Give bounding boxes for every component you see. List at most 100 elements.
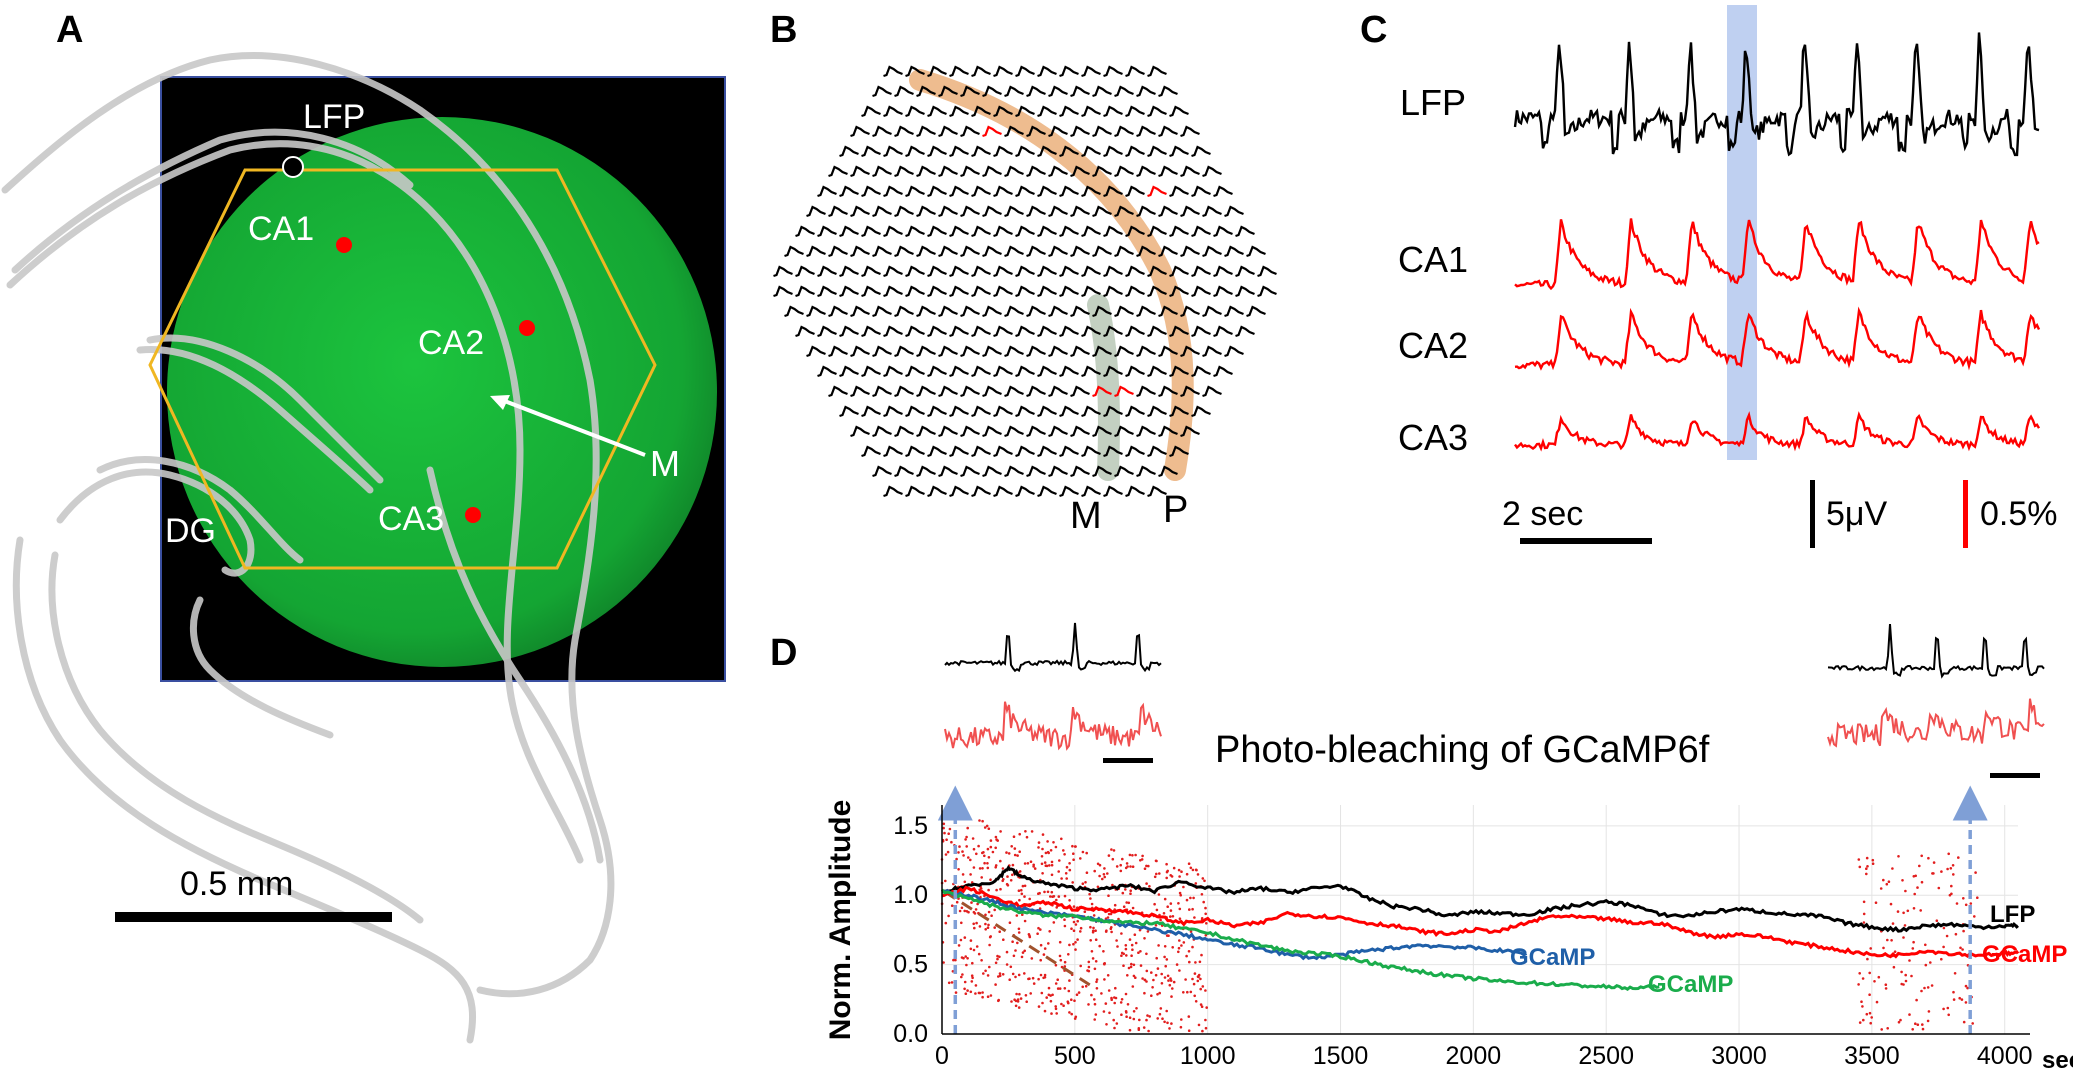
pixel-trace <box>949 285 969 298</box>
pixel-trace <box>993 325 1013 338</box>
scatter-dot <box>1137 1027 1141 1030</box>
scatter-dot <box>948 827 952 831</box>
scatter-dot <box>1901 879 1904 882</box>
pixel-trace <box>1048 305 1068 318</box>
scatter-dot <box>1015 992 1018 996</box>
scatter-dot <box>1113 996 1116 999</box>
scatter-dot <box>994 961 998 965</box>
x-tick-label: 3500 <box>1844 1042 1900 1070</box>
pixel-trace <box>1114 465 1134 478</box>
scatter-dot <box>1126 865 1129 868</box>
scatter-dot <box>1868 971 1871 975</box>
pixel-trace <box>1092 385 1112 398</box>
scatter-dot <box>1025 835 1029 839</box>
scatter-dot <box>1128 1028 1132 1032</box>
pixel-trace <box>1103 265 1123 278</box>
scatter-dot <box>1087 960 1091 964</box>
scatter-dot <box>1914 874 1917 878</box>
scatter-dot <box>1145 864 1148 868</box>
pixel-trace <box>938 305 958 318</box>
scatter-dot <box>1189 990 1193 994</box>
scatter-dot <box>986 847 990 851</box>
pixel-trace <box>949 225 969 238</box>
scatter-dot <box>1041 1001 1044 1005</box>
scatter-dot <box>1962 929 1965 933</box>
scatter-dot <box>1904 973 1907 977</box>
pixel-trace <box>1048 465 1068 478</box>
scatter-dot <box>1167 934 1170 937</box>
pixel-trace <box>1070 85 1090 98</box>
pixel-trace <box>1004 245 1024 258</box>
scatter-dot <box>1037 977 1040 981</box>
scatter-dot <box>1196 873 1200 876</box>
pixel-trace <box>949 145 969 158</box>
scatter-dot <box>1143 978 1147 982</box>
scatter-dot <box>983 861 986 865</box>
scatter-dot <box>1007 852 1011 855</box>
scatter-dot <box>1913 892 1916 896</box>
x-tick-label: 1500 <box>1313 1042 1369 1070</box>
pixel-trace <box>1092 125 1112 138</box>
pixel-trace <box>1059 285 1079 298</box>
scatter-dot <box>1962 897 1965 900</box>
scatter-dot <box>1168 1027 1171 1030</box>
pixel-trace <box>1015 285 1035 298</box>
scatter-dot <box>973 926 976 930</box>
scatter-dot <box>1054 845 1058 849</box>
trace-ca2 <box>1514 306 2041 371</box>
pixel-trace <box>1059 405 1079 418</box>
scatter-dot <box>1051 993 1054 997</box>
scatter-dot <box>1920 880 1924 884</box>
scatter-dot <box>1105 1023 1108 1026</box>
pixel-trace <box>1180 245 1200 258</box>
scatter-dot <box>994 835 998 839</box>
pixel-trace <box>1092 425 1112 438</box>
pixel-trace <box>1180 205 1200 218</box>
scatter-dot <box>963 880 967 884</box>
scatter-dot <box>1194 1000 1198 1003</box>
scatter-dot <box>1166 1021 1169 1025</box>
scatter-dot <box>1205 1006 1208 1009</box>
scatter-dot <box>1043 890 1046 894</box>
scalebar-a <box>115 912 392 922</box>
scatter-dot <box>1193 994 1196 998</box>
scatter-dot <box>1093 1018 1096 1021</box>
scatter-dot <box>1189 866 1193 870</box>
pixel-trace <box>1114 85 1134 98</box>
pixel-trace-grid <box>773 65 1277 498</box>
scatter-dot <box>1172 980 1176 984</box>
pixel-trace <box>1026 425 1046 438</box>
pixel-trace <box>1191 145 1211 158</box>
panel-letter-b: B <box>770 9 797 51</box>
scatter-dot <box>1886 1027 1889 1030</box>
pixel-trace <box>883 145 903 158</box>
scatter-dot <box>1107 989 1111 992</box>
pixel-trace <box>1136 465 1156 478</box>
pixel-trace <box>982 205 1002 218</box>
scatter-dot <box>1134 941 1138 945</box>
inset-left-lfp <box>944 622 1162 673</box>
pixel-trace <box>982 125 1002 138</box>
scatter-dot <box>971 837 975 840</box>
scatter-dot <box>978 867 982 870</box>
scatter-dot <box>1131 906 1135 910</box>
scatter-dot <box>1072 905 1076 908</box>
scatter-dot <box>1091 930 1095 934</box>
scatter-dot <box>1138 1018 1141 1022</box>
pixel-trace <box>1169 185 1189 198</box>
m-arrow-line <box>501 398 646 457</box>
scatter-dot <box>988 943 991 947</box>
pixel-trace <box>1158 85 1178 98</box>
trace-label-ca3: CA3 <box>1398 417 1468 458</box>
pixel-trace <box>971 485 991 498</box>
scatter-dot <box>1156 967 1160 970</box>
scatter-dot <box>950 904 954 907</box>
pixel-trace <box>1136 165 1156 178</box>
pixel-trace <box>993 405 1013 418</box>
scatter-dot <box>1128 938 1132 941</box>
scatter-dot <box>1043 947 1047 950</box>
scatter-dots <box>940 819 1979 1033</box>
scatter-dot <box>1014 975 1017 979</box>
time-scalebar <box>1520 538 1652 544</box>
scatter-dot <box>1011 863 1015 867</box>
